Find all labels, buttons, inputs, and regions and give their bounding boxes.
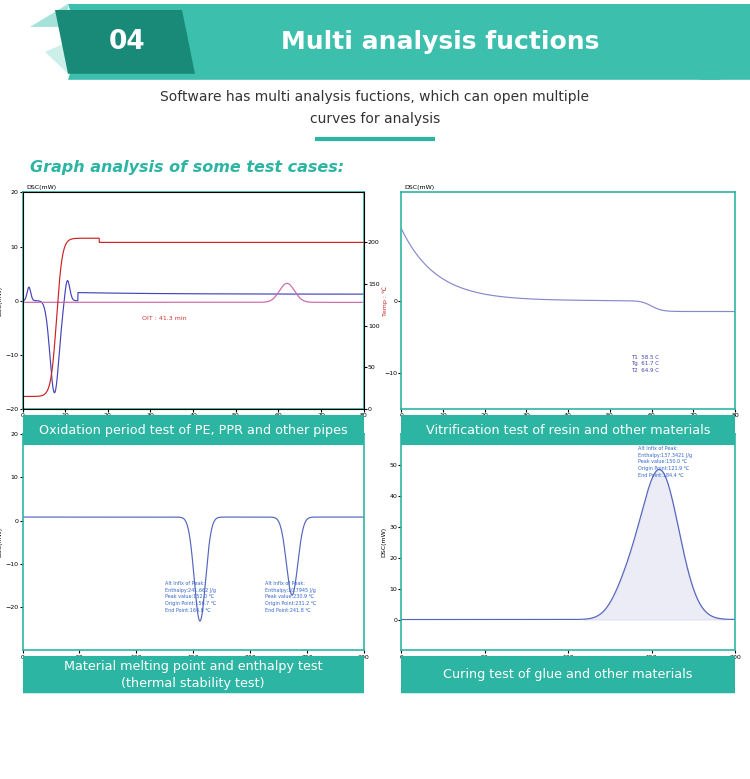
- Text: Curing test of glue and other materials: Curing test of glue and other materials: [443, 668, 693, 681]
- FancyBboxPatch shape: [389, 415, 747, 445]
- FancyBboxPatch shape: [10, 656, 376, 693]
- Y-axis label: DSC(mW): DSC(mW): [0, 527, 2, 557]
- Text: Alt Inflx of Peak:
Enthalpy:137.3421 J/g
Peak value:150.0 ℃
Origin Point:121.9 ℃: Alt Inflx of Peak: Enthalpy:137.3421 J/g…: [638, 446, 692, 478]
- Text: Alt Inflx of Peak:
Enthalpy:10.7945 J/g
Peak value:230.9 ℃
Origin Point:231.2 ℃
: Alt Inflx of Peak: Enthalpy:10.7945 J/g …: [265, 581, 316, 612]
- X-axis label: Temp / ℃: Temp / ℃: [178, 662, 208, 668]
- Text: DSC(mW): DSC(mW): [404, 185, 435, 190]
- Polygon shape: [45, 42, 68, 74]
- Text: DSC(mW): DSC(mW): [26, 185, 56, 190]
- Text: Oxidation period test of PE, PPR and other pipes: Oxidation period test of PE, PPR and oth…: [39, 424, 347, 436]
- X-axis label: Temp / ℃: Temp / ℃: [553, 662, 584, 668]
- Y-axis label: DSC(mW): DSC(mW): [382, 527, 386, 557]
- Text: Software has multi analysis fuctions, which can open multiple: Software has multi analysis fuctions, wh…: [160, 90, 590, 104]
- Text: Graph analysis of some test cases:: Graph analysis of some test cases:: [30, 160, 344, 174]
- Polygon shape: [55, 10, 195, 74]
- FancyBboxPatch shape: [389, 656, 747, 693]
- Polygon shape: [68, 4, 735, 79]
- Y-axis label: Temp : ℃: Temp : ℃: [382, 286, 388, 315]
- Polygon shape: [700, 4, 750, 79]
- Text: Alt Inflx of Peak:
Enthalpy:241.662 J/g
Peak value:152.0 ℃
Origin Point:156.7 ℃
: Alt Inflx of Peak: Enthalpy:241.662 J/g …: [165, 581, 216, 612]
- Text: curves for analysis: curves for analysis: [310, 112, 440, 126]
- Text: DSC(mW): DSC(mW): [26, 427, 56, 432]
- Text: T1  58.5 C
Tg  61.7 C
T2  64.9 C: T1 58.5 C Tg 61.7 C T2 64.9 C: [631, 355, 658, 373]
- Polygon shape: [30, 4, 68, 27]
- Text: OIT : 41.3 min: OIT : 41.3 min: [142, 315, 187, 321]
- X-axis label: Time / min: Time / min: [176, 421, 210, 426]
- Text: DSC(mW): DSC(mW): [404, 427, 435, 432]
- FancyBboxPatch shape: [10, 415, 376, 445]
- Text: Multi analysis fuctions: Multi analysis fuctions: [280, 30, 599, 54]
- Text: Material melting point and enthalpy test
(thermal stability test): Material melting point and enthalpy test…: [64, 660, 322, 689]
- Text: Vitrification test of resin and other materials: Vitrification test of resin and other ma…: [426, 424, 710, 436]
- Y-axis label: DSC(mW): DSC(mW): [0, 286, 2, 315]
- Text: 04: 04: [109, 29, 146, 55]
